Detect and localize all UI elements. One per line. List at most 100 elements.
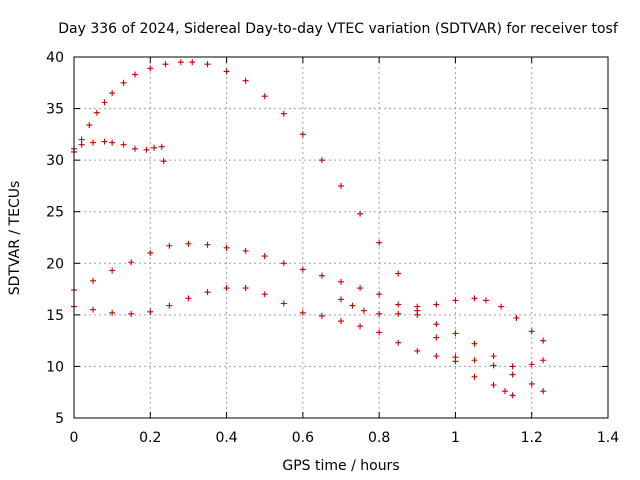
data-point [242, 285, 249, 292]
data-point [395, 310, 402, 317]
x-tick-label: 1.2 [521, 430, 543, 446]
y-axis-label: SDTVAR / TECUs [7, 181, 23, 296]
data-point [151, 144, 158, 151]
x-axis-label: GPS time / hours [282, 458, 399, 474]
data-point [280, 260, 287, 267]
data-point [162, 61, 169, 68]
data-point [528, 328, 535, 335]
data-point [177, 59, 184, 66]
data-point [261, 291, 268, 298]
series-arc-high [71, 59, 516, 399]
data-point [509, 371, 516, 378]
data-point [433, 321, 440, 328]
data-point [433, 353, 440, 360]
data-point [452, 330, 459, 337]
data-point [261, 253, 268, 260]
x-tick-label: 0.2 [139, 430, 161, 446]
data-point [109, 90, 116, 97]
x-tick-label: 0.4 [215, 430, 237, 446]
data-point [528, 361, 535, 368]
data-point [242, 247, 249, 254]
data-point [540, 388, 547, 395]
plot-frame [73, 56, 609, 419]
y-tick-label: 40 [46, 50, 64, 66]
data-point [109, 309, 116, 316]
data-point [357, 323, 364, 330]
data-point [160, 158, 167, 165]
series-arc-short-top [71, 138, 167, 165]
data-point [185, 240, 192, 247]
data-point [498, 303, 505, 310]
data-point [143, 146, 150, 153]
data-point [128, 259, 135, 266]
data-point [338, 318, 344, 325]
data-point [490, 362, 497, 369]
grid [74, 57, 608, 418]
y-tick-label: 20 [46, 256, 64, 272]
y-tick-label: 5 [55, 411, 64, 427]
data-point [166, 302, 173, 309]
data-point [349, 302, 356, 309]
data-point [395, 270, 402, 277]
x-tick-label: 0.6 [292, 430, 314, 446]
y-tick-label: 10 [46, 359, 64, 375]
data-point [93, 109, 100, 116]
data-point [204, 241, 211, 248]
data-point [299, 131, 306, 138]
series-arc-late [338, 295, 547, 344]
data-point [318, 157, 325, 164]
data-point [376, 310, 383, 317]
data-point [280, 300, 287, 307]
data-point [338, 182, 344, 189]
data-point [166, 242, 173, 249]
data-point [376, 291, 383, 298]
data-point [357, 285, 364, 292]
data-point [452, 354, 459, 361]
data-point [109, 267, 116, 274]
data-point [471, 295, 478, 302]
data-point [414, 347, 421, 354]
data-point [158, 143, 165, 150]
data-point [414, 307, 421, 314]
data-point [540, 337, 547, 344]
data-point [471, 373, 478, 380]
data-point [490, 381, 497, 388]
data-point [147, 65, 154, 72]
y-tick-label: 15 [46, 308, 64, 324]
data-point [132, 71, 139, 78]
data-point [338, 278, 344, 285]
y-tick-label: 30 [46, 153, 64, 169]
data-point [242, 77, 249, 84]
data-point [509, 363, 516, 370]
data-point [204, 289, 211, 296]
data-point [395, 301, 402, 308]
data-point [395, 339, 402, 346]
data-point [86, 122, 93, 129]
data-point [223, 244, 230, 251]
x-tick-label: 0.8 [368, 430, 390, 446]
data-point [78, 141, 85, 148]
data-point [482, 297, 489, 304]
x-tick-label: 1 [451, 430, 460, 446]
data-point [540, 357, 547, 364]
data-point [318, 272, 325, 279]
data-point [204, 61, 211, 68]
chart-title: Day 336 of 2024, Sidereal Day-to-day VTE… [58, 21, 619, 37]
y-tick-label: 35 [46, 102, 64, 118]
data-point [490, 353, 497, 360]
data-point [78, 136, 85, 143]
data-point [338, 296, 344, 303]
data-point [376, 239, 383, 246]
data-point [261, 93, 268, 100]
data-point [318, 312, 325, 319]
data-point [509, 392, 516, 399]
data-point [223, 285, 230, 292]
data-point [471, 340, 478, 347]
axis-ticks: 0 0.2 0.4 0.6 0.8 1 1.2 1.4 5 10 15 20 25 30 35 40 [46, 50, 619, 446]
data-point [109, 139, 116, 146]
data-point [452, 297, 459, 304]
x-tick-label: 0 [70, 430, 79, 446]
data-point [376, 329, 383, 336]
